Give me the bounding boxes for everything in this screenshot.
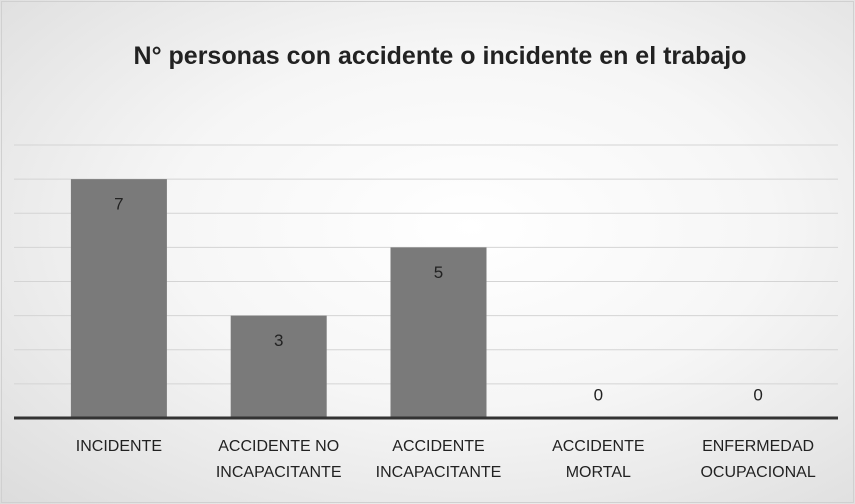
bar bbox=[70, 179, 167, 418]
x-tick-label: ACCIDENTE MORTAL bbox=[552, 438, 645, 481]
data-label: 7 bbox=[114, 195, 123, 214]
data-label: 5 bbox=[434, 263, 443, 282]
x-tick-label: ENFERMEDAD OCUPACIONAL bbox=[700, 438, 816, 481]
bar bbox=[390, 247, 487, 418]
x-tick-label: ACCIDENTE NO INCAPACITANTE bbox=[215, 438, 342, 481]
data-label: 3 bbox=[274, 331, 283, 350]
bar bbox=[230, 315, 327, 418]
data-label: 0 bbox=[594, 385, 603, 404]
x-tick-label: ACCIDENTE INCAPACITANTE bbox=[375, 438, 502, 481]
x-tick-label: INCIDENTE bbox=[75, 438, 162, 455]
data-label: 0 bbox=[753, 385, 762, 404]
chart-title: N° personas con accidente o incidente en… bbox=[133, 42, 747, 70]
